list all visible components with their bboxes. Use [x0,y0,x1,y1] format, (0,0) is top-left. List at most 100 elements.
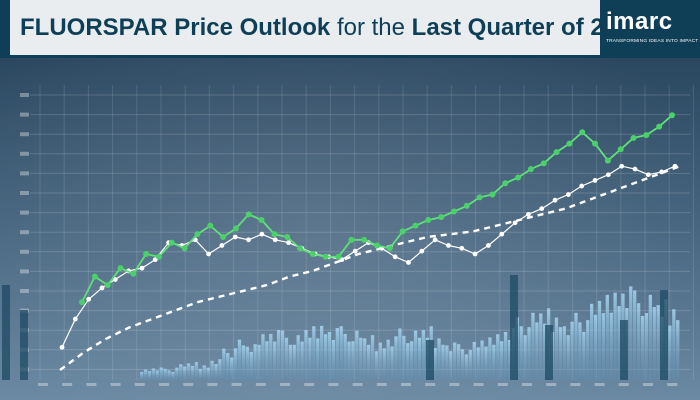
volume-bar [359,337,363,380]
volume-bar [531,312,535,380]
volume-bar [640,316,645,380]
volume-bar [496,334,500,380]
series-point [527,166,534,173]
volume-bar [355,330,359,380]
series-point [232,234,238,240]
series-point [605,172,611,178]
axis-ticks [20,93,678,386]
series-point [539,206,545,212]
volume-bar [198,368,203,380]
volume-bar [308,337,312,380]
volume-bar [316,338,320,380]
series-point [245,211,252,218]
volume-bar [163,368,167,380]
volume-bar [292,344,296,380]
series-point [335,253,342,260]
volume-bar [539,313,543,380]
series-point [472,251,478,257]
series-point [592,140,599,147]
x-tick-mark [207,383,218,386]
volume-bar [237,339,242,380]
volume-bar [304,330,308,380]
volume-bar [480,340,484,380]
volume-bar [629,286,633,380]
y-tick-mark [20,93,29,97]
series-point [604,157,611,164]
volume-bar [143,369,148,380]
series-point [540,160,547,167]
volume-bar [323,334,328,380]
volume-bar [226,353,230,380]
volume-bar [147,371,152,380]
volume-bar [175,367,179,380]
x-tick-mark [62,383,73,386]
series-point [374,242,380,249]
series-point [438,214,445,221]
series-point [322,253,329,260]
series-point [553,149,560,156]
volume-bar [363,338,367,380]
volume-bar [261,334,265,380]
x-tick-mark [86,383,97,386]
dark-volume-bar [2,285,10,380]
volume-bar [300,341,304,380]
series-point [392,254,398,260]
volume-bar [636,303,641,380]
x-tick-mark [231,383,242,386]
series-point [86,296,92,302]
series-point [425,217,432,224]
x-tick-mark [159,383,169,386]
volume-bar [280,330,285,380]
volume-bar [253,344,257,380]
x-tick-mark [304,383,315,386]
volume-bar [382,348,386,380]
x-tick-mark [134,383,145,386]
volume-bar [386,339,390,380]
series-point [181,245,188,252]
volume-bar [656,305,660,380]
x-tick-mark [473,383,484,386]
volume-bar [183,366,187,380]
series-point [206,251,211,257]
volume-bar [218,359,222,380]
y-tick-mark [20,230,29,235]
x-tick-mark [376,383,387,386]
series-point [168,239,175,246]
volume-bar [413,330,418,380]
series-point [579,129,586,136]
series-point [579,183,585,189]
volume-bar [296,335,300,380]
volume-bar [206,367,210,380]
series-point [645,172,651,178]
y-tick-mark [20,151,29,156]
series-point [512,220,518,226]
volume-bar [241,345,246,380]
series-point [446,243,451,248]
y-tick-mark [20,269,29,274]
volume-bar [597,300,602,380]
x-tick-mark [667,383,678,386]
volume-bar [394,336,398,380]
volume-bar [257,344,261,380]
volume-bar [417,337,422,380]
series-point [486,243,491,248]
series-point [259,231,265,237]
volume-bar [370,335,375,380]
series-point [271,231,278,238]
volume-bar [210,360,214,380]
x-tick-mark [425,383,436,386]
volume-bar [593,314,598,380]
dark-volume-bar [545,325,553,380]
volume-bar [288,344,293,380]
series-point [499,231,505,237]
volume-bar [578,322,582,380]
dark-volume-bar [20,310,28,380]
title-part-1: FLUORSPAR Price Outlook [20,14,331,41]
series-point [219,243,225,248]
volume-bar [605,294,609,380]
series-point [643,132,650,139]
dark-volume-bar [510,275,518,380]
volume-bar [672,309,676,380]
series-point [566,140,573,147]
series-point [502,180,509,187]
